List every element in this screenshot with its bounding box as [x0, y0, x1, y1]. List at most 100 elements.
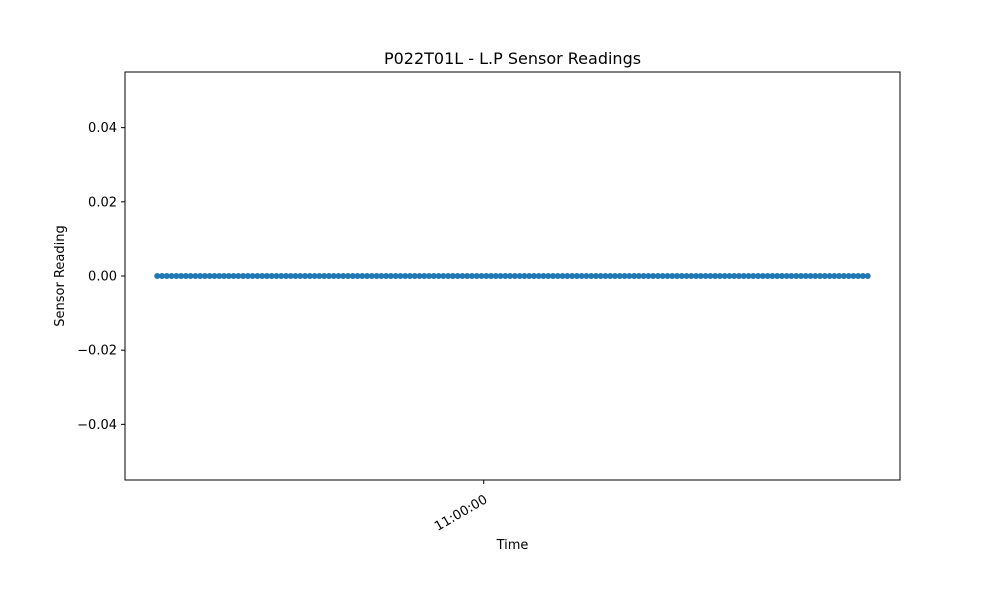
data-point — [550, 273, 557, 279]
data-point — [793, 273, 800, 279]
data-point — [240, 273, 247, 279]
data-point — [802, 273, 809, 279]
data-point — [445, 273, 452, 279]
data-point — [211, 273, 218, 279]
data-point — [321, 273, 328, 279]
data-point — [201, 273, 208, 279]
data-point — [735, 273, 742, 279]
data-point — [621, 273, 628, 279]
data-point — [769, 273, 776, 279]
data-point — [864, 273, 871, 279]
data-point — [502, 273, 509, 279]
data-point — [306, 273, 313, 279]
data-point — [712, 273, 719, 279]
data-point — [726, 273, 733, 279]
data-point — [826, 273, 833, 279]
data-point — [645, 273, 652, 279]
data-point — [221, 273, 228, 279]
data-point — [511, 273, 518, 279]
series-layer — [154, 273, 871, 279]
data-point — [840, 273, 847, 279]
data-point — [206, 273, 213, 279]
data-point — [344, 273, 351, 279]
data-point — [187, 273, 194, 279]
data-point — [507, 273, 514, 279]
data-point — [397, 273, 404, 279]
data-point — [349, 273, 356, 279]
data-point — [435, 273, 442, 279]
data-point — [302, 273, 309, 279]
data-point — [273, 273, 280, 279]
data-point — [592, 273, 599, 279]
data-point — [497, 273, 504, 279]
data-point — [263, 273, 270, 279]
data-point — [292, 273, 299, 279]
data-point — [559, 273, 566, 279]
data-point — [750, 273, 757, 279]
data-point — [159, 273, 166, 279]
data-point — [659, 273, 666, 279]
data-point — [817, 273, 824, 279]
data-point — [440, 273, 447, 279]
data-point — [430, 273, 437, 279]
y-axis-ticks: 0.04 0.02 0.00 −0.02 −0.04 — [77, 121, 125, 433]
data-point — [454, 273, 461, 279]
data-point — [740, 273, 747, 279]
y-tick-label: 0.04 — [88, 121, 117, 136]
data-point — [845, 273, 852, 279]
data-point — [554, 273, 561, 279]
data-point — [230, 273, 237, 279]
data-point — [426, 273, 433, 279]
data-point — [268, 273, 275, 279]
data-point — [702, 273, 709, 279]
data-point — [564, 273, 571, 279]
data-point — [707, 273, 714, 279]
data-point — [421, 273, 428, 279]
data-point — [836, 273, 843, 279]
data-point — [473, 273, 480, 279]
data-point — [635, 273, 642, 279]
data-point — [693, 273, 700, 279]
data-point — [626, 273, 633, 279]
data-point — [831, 273, 838, 279]
data-point — [521, 273, 528, 279]
data-point — [488, 273, 495, 279]
data-point — [182, 273, 189, 279]
data-point — [688, 273, 695, 279]
data-point — [163, 273, 170, 279]
data-point — [387, 273, 394, 279]
data-point — [774, 273, 781, 279]
data-point — [364, 273, 371, 279]
data-point — [335, 273, 342, 279]
data-point — [464, 273, 471, 279]
data-point — [173, 273, 180, 279]
data-point — [759, 273, 766, 279]
data-point — [197, 273, 204, 279]
data-point — [678, 273, 685, 279]
chart-title: P022T01L - L.P Sensor Readings — [384, 49, 641, 68]
data-point — [697, 273, 704, 279]
data-point — [354, 273, 361, 279]
data-point — [373, 273, 380, 279]
data-point — [569, 273, 576, 279]
data-point — [478, 273, 485, 279]
data-point — [249, 273, 256, 279]
y-tick-label: 0.02 — [88, 195, 117, 210]
data-point — [612, 273, 619, 279]
data-point — [316, 273, 323, 279]
data-point — [192, 273, 199, 279]
data-point — [225, 273, 232, 279]
data-point — [278, 273, 285, 279]
data-point — [640, 273, 647, 279]
data-point — [259, 273, 266, 279]
data-point — [330, 273, 337, 279]
y-tick-label: −0.04 — [77, 418, 117, 433]
data-point — [297, 273, 304, 279]
data-point — [483, 273, 490, 279]
data-point — [378, 273, 385, 279]
data-point — [731, 273, 738, 279]
data-point — [468, 273, 475, 279]
data-point — [406, 273, 413, 279]
data-point — [674, 273, 681, 279]
